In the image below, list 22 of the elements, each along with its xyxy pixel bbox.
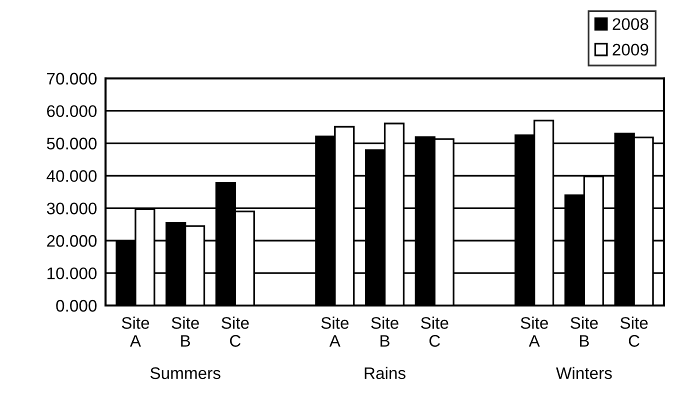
text: Summers bbox=[150, 367, 220, 380]
y-tick-label: 30.000 bbox=[46, 202, 97, 214]
y-tick-label: 20.000 bbox=[47, 235, 97, 247]
y-tick-label: 70.000 bbox=[47, 72, 97, 85]
x-tick-label: Site A bbox=[321, 316, 349, 347]
x-tick-label: Site C bbox=[620, 316, 648, 347]
y-tick-label: 40.000 bbox=[46, 170, 97, 182]
text: Winters bbox=[556, 366, 612, 380]
y-tick-label: 10.000 bbox=[48, 267, 97, 280]
x-tick-label: Site A bbox=[520, 316, 548, 347]
x-tick-label: Site C bbox=[222, 316, 249, 347]
legend-label: 2009 bbox=[612, 44, 648, 56]
x-tick-label: Site B bbox=[371, 316, 398, 347]
x-tick-label: Site B bbox=[172, 316, 199, 347]
x-tick-label: Site B bbox=[570, 316, 598, 347]
legend-label: 2008 bbox=[612, 18, 648, 30]
y-tick-label: 0.000 bbox=[56, 300, 97, 312]
text: Rains bbox=[364, 366, 406, 380]
y-tick-label: 50.000 bbox=[46, 138, 97, 150]
x-tick-label: Site A bbox=[122, 316, 150, 347]
x-tick-label: Site C bbox=[421, 316, 448, 347]
y-tick-label: 60.000 bbox=[47, 105, 97, 118]
